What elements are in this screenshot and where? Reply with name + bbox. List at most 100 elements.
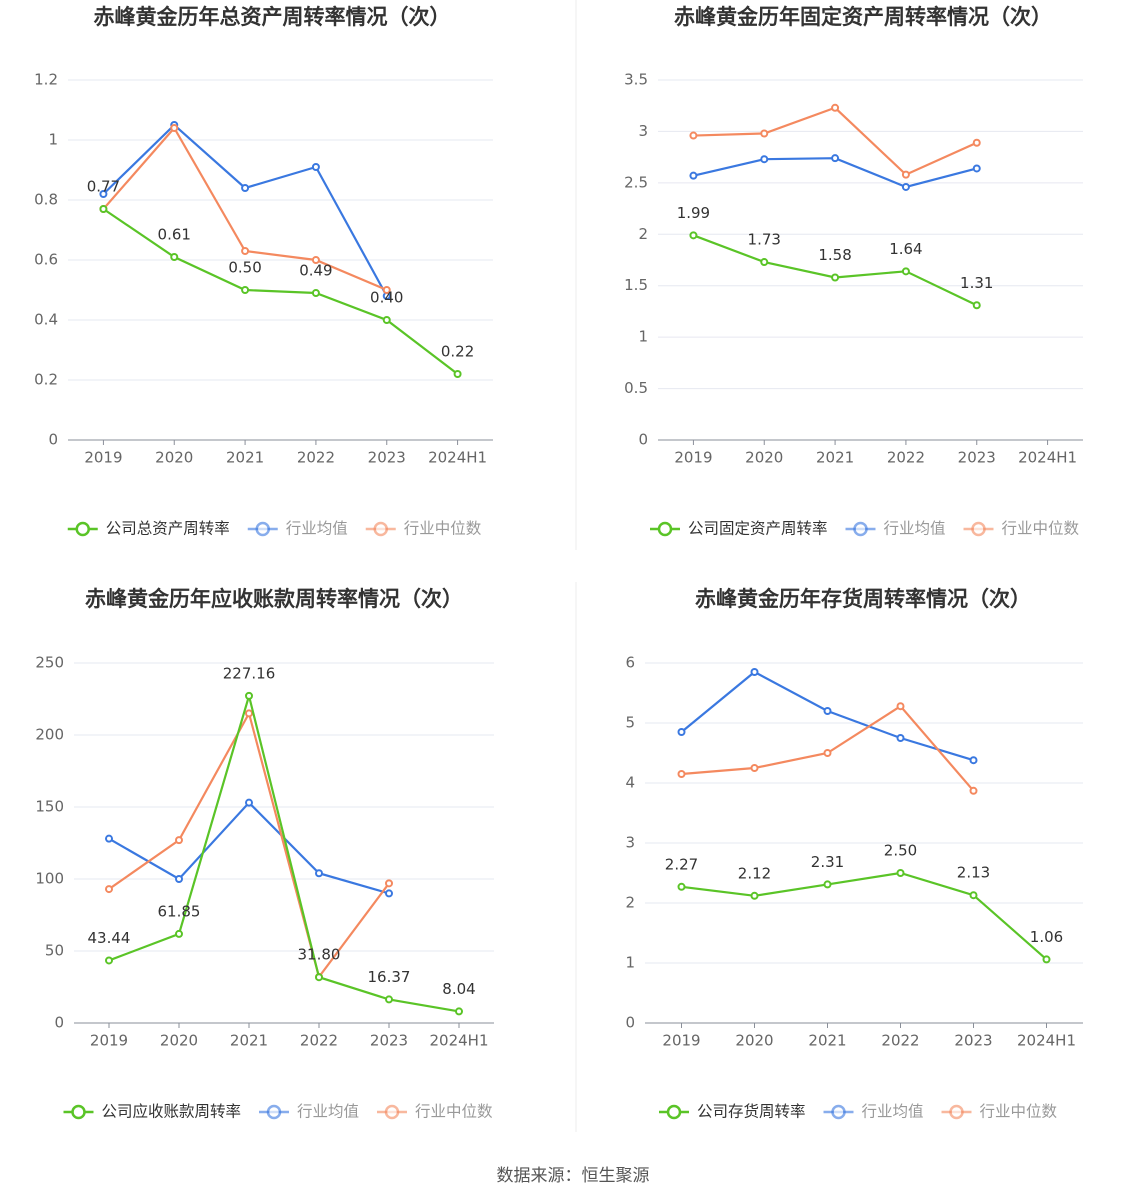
x-tick-label: 2020 [160,1032,198,1050]
data-point [689,171,698,180]
y-tick-label: 1 [625,954,635,972]
y-tick-label: 2 [625,894,635,912]
data-label: 1.58 [818,246,851,264]
data-point [385,889,393,898]
data-point [1042,955,1051,964]
data-point [823,749,832,757]
data-point [245,798,253,807]
data-point [896,734,905,742]
y-tick-label: 150 [35,798,64,816]
data-point [677,770,686,778]
data-point [750,891,759,900]
x-tick-label: 2020 [745,449,783,467]
y-tick-label: 0.8 [34,191,58,209]
series-line [108,691,460,1013]
data-point [175,929,183,938]
legend-label: 公司总资产周转率 [106,520,230,538]
y-tick-label: 0.5 [624,379,648,397]
data-label: 0.49 [299,262,332,280]
series-line [681,871,1048,961]
series-line [108,710,390,980]
legend-marker [266,1104,282,1120]
data-point [382,286,391,294]
x-tick-label: 2024H1 [430,1032,489,1050]
data-point [972,301,981,310]
data-point [241,184,250,192]
x-tick-label: 2023 [368,449,406,467]
x-tick-label: 2021 [226,449,264,467]
x-tick-label: 2022 [881,1032,919,1050]
chart-title: 赤峰黄金历年总资产周转率情况（次） [94,5,451,29]
legend-label: 行业均值 [286,520,348,538]
legend-label: 公司应收账款周转率 [102,1102,242,1121]
y-tick-label: 1.2 [34,71,58,89]
data-point [760,258,769,267]
data-point [750,668,759,676]
y-tick-label: 0.4 [34,311,58,329]
data-label: 8.04 [442,980,475,998]
data-point [760,129,769,138]
x-tick-label: 2022 [297,449,335,467]
legend-label: 行业中位数 [415,1103,493,1121]
chart-title: 赤峰黄金历年存货周转率情况（次） [695,587,1031,611]
legend-marker [666,1104,682,1120]
legend-label: 公司存货周转率 [697,1103,806,1121]
data-point [750,764,759,772]
data-point [969,891,978,900]
data-point [315,973,323,982]
data-point [896,869,905,877]
x-tick-label: 2024H1 [1018,449,1077,467]
x-tick-label: 2021 [808,1032,846,1050]
x-tick-label: 2022 [300,1032,338,1050]
y-tick-label: 0 [638,431,648,449]
data-point [315,869,323,878]
y-tick-label: 6 [625,654,635,672]
data-label: 1.64 [889,240,922,258]
legend-label: 行业中位数 [404,520,482,538]
data-point [831,154,840,163]
y-tick-label: 50 [45,942,64,960]
legend-marker [657,521,673,537]
data-point [831,103,840,112]
source-note: 数据来源：恒生聚源 [497,1166,650,1186]
data-point [245,709,253,718]
legend-marker [949,1104,964,1120]
y-tick-label: 100 [35,870,64,888]
chart-title: 赤峰黄金历年固定资产周转率情况（次） [674,5,1052,29]
y-tick-label: 0 [48,431,58,449]
x-tick-label: 2023 [370,1032,408,1050]
series-line [693,106,978,176]
y-tick-label: 1 [638,328,648,346]
data-label: 61.85 [158,902,201,920]
x-tick-label: 2023 [958,449,996,467]
x-tick-label: 2019 [84,449,122,467]
data-label: 2.50 [884,842,917,860]
x-tick-label: 2021 [230,1032,268,1050]
x-tick-label: 2019 [662,1032,700,1050]
data-label: 0.40 [370,289,403,307]
legend-marker [831,1104,846,1120]
x-tick-label: 2021 [816,449,854,467]
data-point [105,885,113,894]
data-label: 0.77 [87,178,120,196]
y-tick-label: 0.6 [34,251,58,269]
legend-label: 行业中位数 [980,1103,1058,1121]
series-line [108,801,390,895]
x-tick-label: 2022 [887,449,925,467]
legend-marker [255,521,270,537]
data-label: 0.22 [441,343,474,361]
chart-title: 赤峰黄金历年应收账款周转率情况（次） [85,587,463,611]
data-point [311,289,320,297]
data-label: 16.37 [368,968,411,986]
data-point [453,370,462,378]
data-point [311,163,320,171]
x-tick-label: 2020 [735,1032,773,1050]
y-tick-label: 0.2 [34,371,58,389]
y-tick-label: 5 [625,714,635,732]
data-point [677,882,686,891]
legend-label: 行业中位数 [1002,520,1080,538]
y-tick-label: 200 [35,726,64,744]
data-point [175,875,183,883]
data-point [831,273,840,282]
x-tick-label: 2023 [954,1032,992,1050]
